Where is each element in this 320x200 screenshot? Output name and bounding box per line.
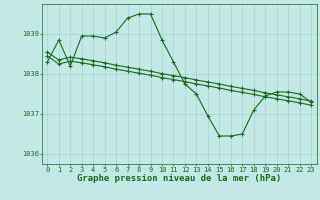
X-axis label: Graphe pression niveau de la mer (hPa): Graphe pression niveau de la mer (hPa) <box>77 174 281 183</box>
